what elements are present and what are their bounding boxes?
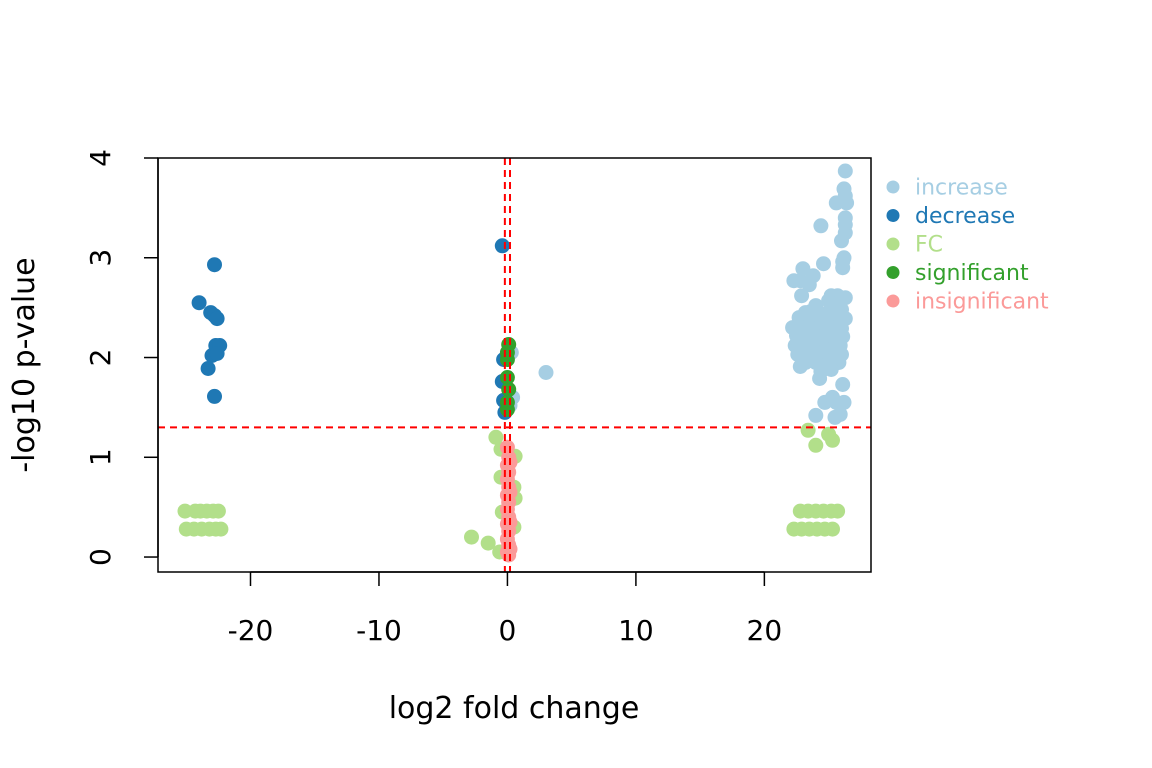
point-significant-4 [501,381,517,397]
y-tick-label: 2 [84,349,117,367]
point-insignificant-17 [502,484,518,500]
point-increase-3 [839,195,855,211]
y-tick-label: 0 [84,548,117,566]
point-increase-93 [538,365,554,380]
point-significant-3 [499,370,515,385]
point-increase-87 [808,407,824,423]
point-FC-11 [213,521,229,537]
x-axis-label: log2 fold change [389,691,640,726]
point-FC-27 [825,432,840,448]
point-increase-22 [794,288,810,304]
point-increase-82 [835,377,851,392]
point-FC-24 [800,422,816,438]
point-increase-15 [816,256,831,272]
y-tick-label: 1 [84,448,117,466]
legend-marker [886,209,900,222]
threshold-lines [158,158,871,572]
legend-label: decrease [915,204,1015,229]
legend-label: increase [915,176,1008,201]
point-increase-12 [835,260,851,276]
point-insignificant-19 [502,541,518,557]
point-FC-23 [830,503,846,519]
legend-label: significant [915,261,1029,286]
point-decrease-9 [200,361,216,376]
point-FC-29 [480,535,496,551]
point-significant-6 [499,401,515,417]
point-FC-0 [177,503,193,519]
x-tick-label: -10 [356,614,402,647]
point-FC-28 [464,529,479,545]
x-tick-label: 20 [747,614,783,647]
point-increase-81 [812,371,828,386]
point-increase-86 [836,394,852,410]
point-decrease-11 [494,238,510,254]
legend-item-increase: increase [886,176,1008,201]
point-decrease-0 [207,257,222,273]
point-FC-17 [825,521,840,537]
data-points [177,163,855,563]
x-tick-label: 10 [618,614,654,647]
y-axis-label: -log10 p-value [7,257,42,472]
point-increase-8 [813,218,829,234]
legend-marker [886,180,900,194]
x-tick-label: -20 [228,614,274,647]
point-increase-21 [837,290,853,306]
point-increase-80 [823,362,839,377]
point-decrease-4 [209,311,225,327]
x-axis: -20 -10 0 10 20 [228,571,783,647]
legend-marker [886,294,900,308]
y-tick-label: 3 [84,249,117,267]
point-FC-30 [488,429,504,445]
legend-label: FC [915,233,943,258]
legend-marker [886,266,900,279]
legend-item-insignificant: insignificant [886,290,1049,315]
legend: increase decrease FC significant insignifica… [886,176,1049,315]
y-axis: 0 1 2 3 4 [84,149,159,566]
point-increase-78 [792,359,808,374]
legend-label: insignificant [915,290,1049,315]
point-FC-25 [808,437,824,453]
point-decrease-1 [191,295,207,311]
legend-marker [886,237,900,251]
legend-item-significant: significant [886,261,1029,286]
point-FC-5 [210,503,226,519]
point-increase-0 [837,163,853,179]
point-increase-18 [801,277,817,293]
point-significant-2 [499,352,515,367]
point-decrease-10 [207,388,222,404]
y-tick-label: 4 [84,149,117,167]
point-decrease-8 [209,346,225,361]
point-increase-4 [828,195,844,211]
legend-item-FC: FC [886,233,943,258]
point-increase-9 [834,233,849,249]
legend-item-decrease: decrease [886,204,1015,229]
x-tick-label: 0 [499,614,517,647]
point-increase-89 [827,409,843,425]
